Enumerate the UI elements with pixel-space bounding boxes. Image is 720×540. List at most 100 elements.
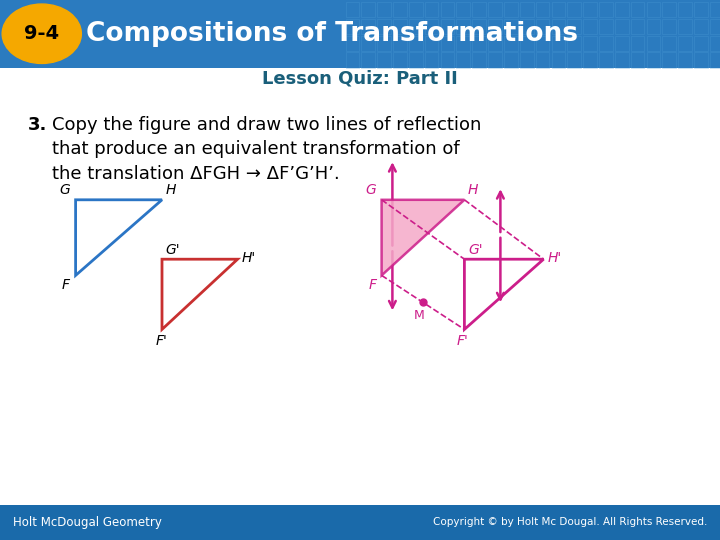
Bar — [583, 36, 597, 51]
Bar — [346, 36, 359, 51]
Bar — [599, 52, 613, 68]
Text: H': H' — [241, 251, 256, 265]
Bar — [0, 0, 720, 68]
Text: F: F — [369, 278, 377, 292]
Bar — [662, 19, 676, 34]
Bar — [694, 19, 708, 34]
Text: M: M — [414, 309, 425, 322]
Text: the translation ΔFGH → ΔF’G’H’.: the translation ΔFGH → ΔF’G’H’. — [52, 165, 340, 183]
Bar — [346, 19, 359, 34]
Bar — [583, 52, 597, 68]
Bar — [409, 19, 423, 34]
Bar — [456, 19, 470, 34]
Bar — [472, 19, 486, 34]
Bar — [393, 2, 407, 17]
Text: 3.: 3. — [27, 116, 47, 134]
Bar — [520, 19, 534, 34]
Bar — [409, 52, 423, 68]
Bar — [567, 52, 581, 68]
Bar — [678, 52, 692, 68]
Bar — [409, 2, 423, 17]
Bar — [393, 36, 407, 51]
Bar — [536, 2, 549, 17]
Bar — [425, 2, 438, 17]
Bar — [361, 36, 375, 51]
Text: G: G — [59, 183, 70, 197]
Bar — [615, 19, 629, 34]
Bar — [615, 2, 629, 17]
Bar — [536, 52, 549, 68]
Bar — [361, 2, 375, 17]
Text: H': H' — [547, 251, 562, 265]
Bar — [441, 19, 454, 34]
Circle shape — [2, 4, 81, 63]
Bar — [520, 52, 534, 68]
Bar — [631, 52, 644, 68]
Bar — [488, 19, 502, 34]
Polygon shape — [382, 200, 464, 275]
Text: F: F — [62, 278, 70, 292]
Bar — [552, 2, 565, 17]
Bar — [678, 36, 692, 51]
Bar — [552, 19, 565, 34]
Text: H: H — [468, 183, 478, 197]
Bar — [599, 36, 613, 51]
Bar — [536, 19, 549, 34]
Bar — [710, 52, 720, 68]
Bar — [346, 2, 359, 17]
Bar — [567, 36, 581, 51]
Bar — [631, 2, 644, 17]
Bar — [710, 19, 720, 34]
Text: G: G — [366, 183, 377, 197]
Bar — [361, 52, 375, 68]
Bar — [504, 36, 518, 51]
Bar — [694, 52, 708, 68]
Bar — [361, 19, 375, 34]
Text: Copyright © by Holt Mc Dougal. All Rights Reserved.: Copyright © by Holt Mc Dougal. All Right… — [433, 517, 707, 528]
Bar — [678, 19, 692, 34]
Bar — [552, 36, 565, 51]
Bar — [0, 505, 720, 540]
Bar — [456, 52, 470, 68]
Bar — [583, 2, 597, 17]
Bar — [647, 2, 660, 17]
Bar — [662, 2, 676, 17]
Bar — [520, 36, 534, 51]
Text: 9-4: 9-4 — [24, 24, 59, 43]
Bar — [567, 19, 581, 34]
Bar — [472, 2, 486, 17]
Bar — [678, 2, 692, 17]
Bar — [425, 19, 438, 34]
Bar — [472, 52, 486, 68]
Bar — [377, 19, 391, 34]
Bar — [377, 52, 391, 68]
Bar — [504, 19, 518, 34]
Bar — [599, 19, 613, 34]
Bar — [472, 36, 486, 51]
Bar — [377, 36, 391, 51]
Bar — [393, 52, 407, 68]
Bar — [710, 2, 720, 17]
Bar — [647, 19, 660, 34]
Bar — [346, 52, 359, 68]
Bar — [694, 2, 708, 17]
Bar — [488, 36, 502, 51]
Bar — [441, 2, 454, 17]
Bar — [425, 52, 438, 68]
Bar — [425, 36, 438, 51]
Bar — [456, 2, 470, 17]
Bar — [488, 52, 502, 68]
Bar — [631, 36, 644, 51]
Text: Copy the figure and draw two lines of reflection: Copy the figure and draw two lines of re… — [52, 116, 481, 134]
Bar — [520, 2, 534, 17]
Bar — [456, 36, 470, 51]
Bar — [583, 19, 597, 34]
Bar — [599, 2, 613, 17]
Bar — [662, 36, 676, 51]
Bar — [615, 52, 629, 68]
Bar — [647, 36, 660, 51]
Bar — [647, 52, 660, 68]
Bar — [615, 36, 629, 51]
Bar — [552, 52, 565, 68]
Text: G': G' — [468, 242, 482, 256]
